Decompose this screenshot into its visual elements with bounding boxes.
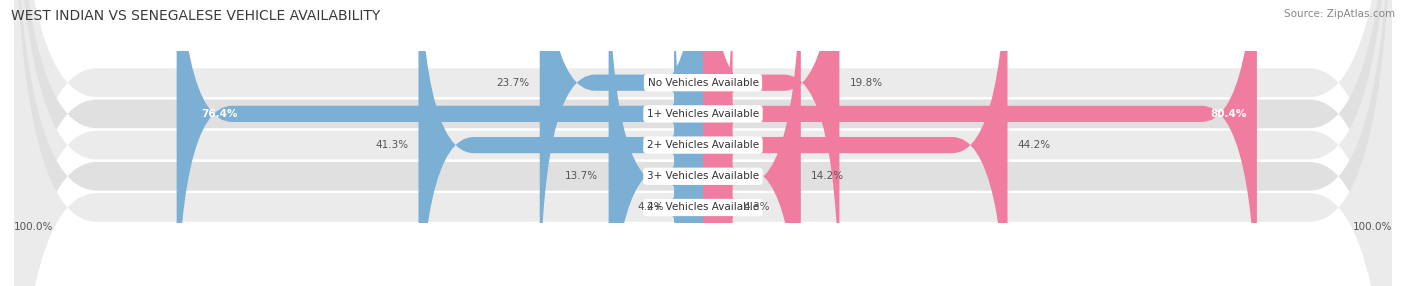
FancyBboxPatch shape xyxy=(177,0,703,286)
Text: 19.8%: 19.8% xyxy=(849,78,883,88)
Text: No Vehicles Available: No Vehicles Available xyxy=(648,78,758,88)
FancyBboxPatch shape xyxy=(703,0,1257,286)
Text: 76.4%: 76.4% xyxy=(201,109,238,119)
FancyBboxPatch shape xyxy=(14,0,1392,286)
FancyBboxPatch shape xyxy=(14,0,1392,286)
Text: 1+ Vehicles Available: 1+ Vehicles Available xyxy=(647,109,759,119)
Text: 2+ Vehicles Available: 2+ Vehicles Available xyxy=(647,140,759,150)
Text: 80.4%: 80.4% xyxy=(1211,109,1247,119)
Text: Source: ZipAtlas.com: Source: ZipAtlas.com xyxy=(1284,9,1395,19)
Text: WEST INDIAN VS SENEGALESE VEHICLE AVAILABILITY: WEST INDIAN VS SENEGALESE VEHICLE AVAILA… xyxy=(11,9,381,23)
FancyBboxPatch shape xyxy=(703,0,1008,286)
Text: 3+ Vehicles Available: 3+ Vehicles Available xyxy=(647,171,759,181)
Text: 23.7%: 23.7% xyxy=(496,78,530,88)
Text: 44.2%: 44.2% xyxy=(1018,140,1050,150)
Text: 13.7%: 13.7% xyxy=(565,171,599,181)
FancyBboxPatch shape xyxy=(703,0,801,286)
FancyBboxPatch shape xyxy=(419,0,703,286)
Text: 100.0%: 100.0% xyxy=(1353,222,1392,232)
FancyBboxPatch shape xyxy=(540,0,703,286)
Text: 41.3%: 41.3% xyxy=(375,140,408,150)
Text: 4.3%: 4.3% xyxy=(742,202,769,212)
Text: 4.2%: 4.2% xyxy=(637,202,664,212)
FancyBboxPatch shape xyxy=(14,0,1392,286)
FancyBboxPatch shape xyxy=(609,0,703,286)
Text: 100.0%: 100.0% xyxy=(14,222,53,232)
Text: 14.2%: 14.2% xyxy=(811,171,844,181)
FancyBboxPatch shape xyxy=(14,0,1392,286)
FancyBboxPatch shape xyxy=(648,0,730,286)
FancyBboxPatch shape xyxy=(14,0,1392,286)
FancyBboxPatch shape xyxy=(703,0,839,286)
Text: 4+ Vehicles Available: 4+ Vehicles Available xyxy=(647,202,759,212)
FancyBboxPatch shape xyxy=(678,0,758,286)
